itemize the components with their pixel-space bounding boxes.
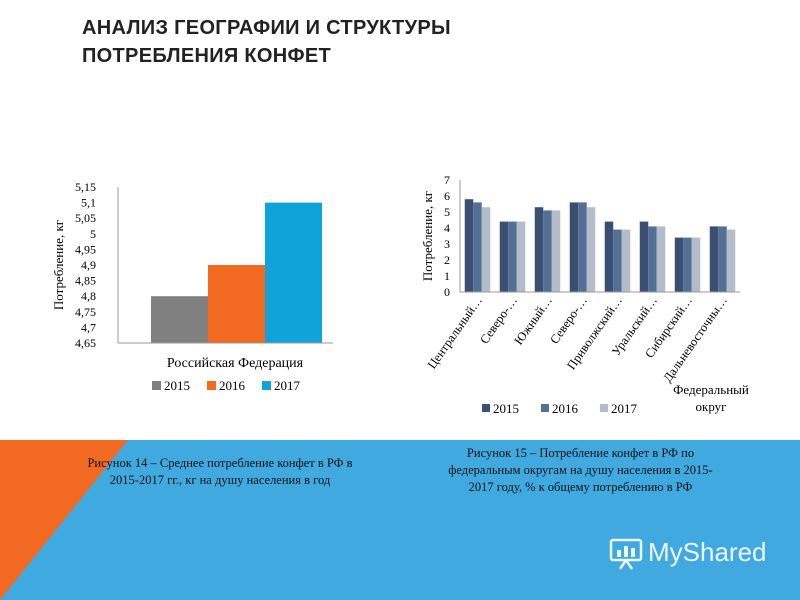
chart-2-y-axis-ticks: 0 1 2 3 4 5 6 7: [444, 173, 450, 299]
chart-1-y-tick-label: 4,95: [75, 242, 96, 256]
chart-1-bar-2015: [151, 296, 208, 343]
chart-2-legend-label-2016: 2016: [552, 401, 579, 416]
chart-2-bar-2017-0: [481, 207, 491, 292]
chart-2-category-label: Центральный…: [425, 294, 485, 372]
chart-2-bar-2016-0: [473, 202, 482, 292]
figure-15-caption: Рисунок 15 – Потребление конфет в РФ по …: [448, 446, 713, 494]
chart-2-legend: 2015 2016 2017: [482, 401, 638, 416]
chart-2-federal-districts: Потребление, кг 0 1 2 3 4 5 6 7 Центральный…Сев…: [420, 173, 749, 416]
chart-2-bar-2015-3: [569, 202, 579, 292]
band-orange-triangle: [0, 440, 128, 600]
chart-2-y-tick-label: 1: [444, 269, 450, 283]
band-blue-background: [0, 440, 800, 600]
chart-2-bar-2016-2: [543, 210, 552, 292]
chart-1-national-average: Потребление, кг 4,65 4,74,75 4,84,85 4,9 4,9…: [51, 180, 333, 393]
chart-1-y-tick-label: 5: [90, 227, 96, 241]
chart-2-bar-2016-5: [648, 226, 657, 292]
chart-2-bar-2017-6: [691, 237, 701, 292]
slide-title-line-1: АНАЛИЗ ГЕОГРАФИИ И СТРУКТУРЫ: [82, 17, 451, 39]
chart-2-bar-2017-3: [586, 207, 596, 292]
chart-1-y-tick-label: 5,05: [75, 211, 96, 225]
chart-2-bar-2017-2: [551, 210, 561, 292]
chart-1-y-tick-label: 4,85: [75, 274, 96, 288]
chart-2-bar-2015-4: [604, 221, 614, 292]
chart-1-bars: [151, 202, 322, 343]
chart-2-bar-2016-4: [613, 229, 622, 292]
chart-1-y-tick-label: 5,15: [75, 180, 96, 194]
chart-2-legend-label-2017: 2017: [611, 401, 638, 416]
chart-2-bar-2015-6: [674, 237, 684, 292]
chart-2-y-tick-label: 6: [444, 189, 450, 203]
chart-1-bar-2016: [208, 265, 265, 343]
chart-1-legend-label-2017: 2017: [274, 378, 301, 393]
chart-1-legend: 2015 2016 2017: [152, 378, 301, 393]
chart-2-y-tick-label: 3: [444, 237, 450, 251]
chart-2-bar-2017-4: [621, 229, 631, 292]
chart-1-category-label: Российская Федерация: [167, 356, 304, 371]
figure-14-caption: Рисунок 14 – Среднее потребление конфет …: [87, 456, 353, 487]
chart-1-y-tick-label: 4,75: [75, 305, 96, 319]
chart-1-bar-2017: [265, 202, 322, 343]
chart-2-legend-label-2015: 2015: [493, 401, 519, 416]
chart-2-bar-2015-1: [499, 221, 509, 292]
chart-2-bar-2017-1: [516, 221, 526, 292]
slide-title-line-2: ПОТРЕБЛЕНИЯ КОНФЕТ: [82, 45, 332, 67]
decorative-band: [0, 440, 800, 600]
chart-2-bar-2016-3: [578, 202, 587, 292]
chart-2-y-tick-label: 4: [444, 221, 450, 235]
chart-2-y-tick-label: 7: [444, 173, 450, 187]
chart-2-xlabel-line-1: Федеральный: [673, 382, 749, 397]
chart-1-y-tick-label: 5,1: [81, 196, 96, 210]
chart-2-xlabel-line-2: округ: [696, 399, 727, 414]
chart-1-legend-swatch-2015: [152, 381, 161, 390]
chart-2-bar-2016-7: [718, 226, 727, 292]
chart-2-category-label: Дальневосточны…: [660, 294, 730, 385]
chart-2-bar-2015-2: [534, 207, 544, 292]
chart-1-legend-swatch-2017: [262, 381, 271, 390]
chart-2-legend-swatch-2015: [482, 404, 490, 412]
watermark: MyShared: [606, 533, 781, 573]
chart-2-bar-2015-0: [464, 199, 474, 292]
chart-2-category-labels: Центральный…Северо-…Южный…Северо-…Привол…: [425, 294, 730, 385]
chart-2-bar-2017-7: [726, 229, 736, 292]
chart-1-ylabel: Потребление, кг: [51, 220, 66, 310]
chart-2-bar-2016-1: [508, 221, 517, 292]
chart-2-y-tick-label: 5: [444, 205, 450, 219]
presentation-board-icon: [609, 538, 643, 570]
chart-2-bar-2016-6: [683, 237, 692, 292]
chart-2-y-tick-label: 0: [444, 285, 450, 299]
chart-2-ylabel: Потребление, кг: [420, 191, 435, 281]
chart-2-bar-2017-5: [656, 226, 666, 292]
chart-1-legend-label-2015: 2015: [164, 378, 190, 393]
chart-1-legend-label-2016: 2016: [219, 378, 246, 393]
watermark-text: MyShared: [648, 537, 767, 567]
chart-2-bars: [464, 199, 736, 292]
chart-1-legend-swatch-2016: [207, 381, 216, 390]
chart-1-y-tick-label: 4,65: [75, 336, 96, 350]
chart-1-y-tick-label: 4,8: [81, 289, 96, 303]
chart-2-bar-2015-7: [709, 226, 719, 292]
chart-2-bar-2015-5: [639, 221, 649, 292]
chart-1-y-tick-label: 4,7: [81, 320, 96, 334]
chart-2-legend-swatch-2016: [541, 404, 549, 412]
chart-1-y-axis-ticks: 4,65 4,74,75 4,84,85 4,9 4,955 5,055,1 5,15: [75, 180, 96, 350]
chart-2-y-tick-label: 2: [444, 253, 450, 267]
slide-title: АНАЛИЗ ГЕОГРАФИИ И СТРУКТУРЫ ПОТРЕБЛЕНИЯ…: [82, 14, 451, 70]
chart-1-y-tick-label: 4,9: [81, 258, 96, 272]
chart-2-legend-swatch-2017: [600, 404, 608, 412]
